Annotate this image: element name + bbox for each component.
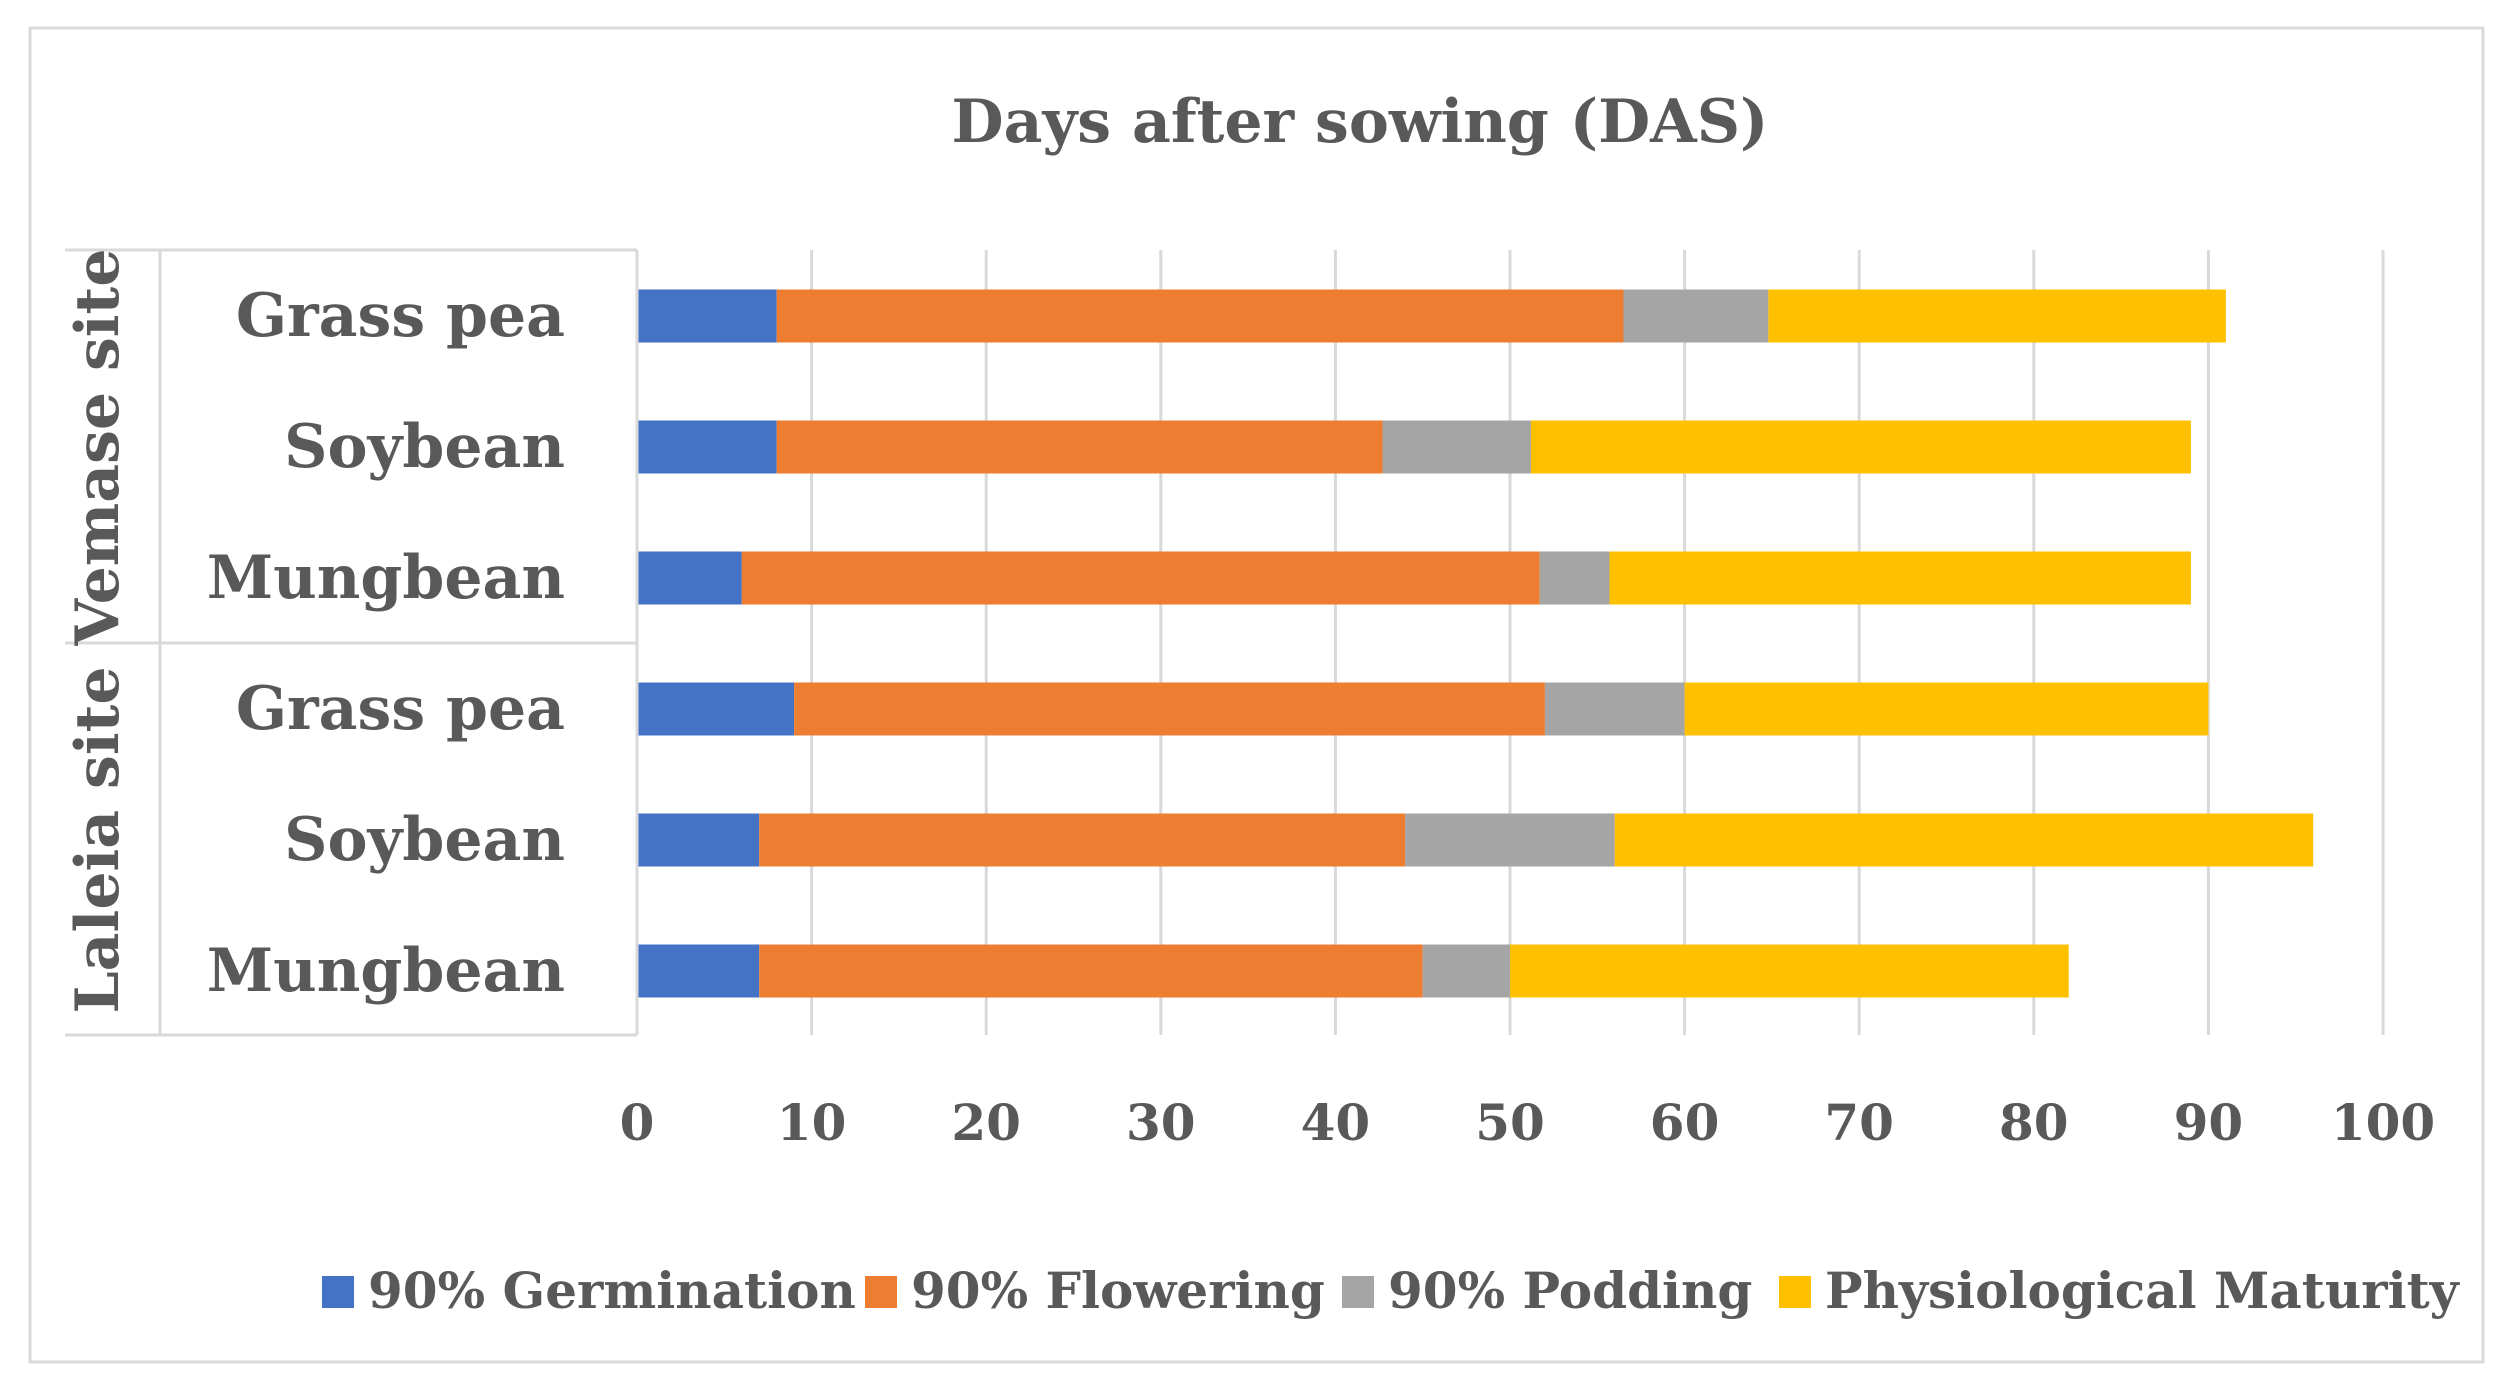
bar-90-flowering-row-1	[776, 289, 1624, 343]
axis: 0 10 20 30 40 50 60 70 80 90 100 Grass pea Soybean Mu…	[63, 248, 2435, 1152]
bar-90-germination-row-6	[637, 944, 760, 998]
bar-physiological-maturity-row-6	[1510, 944, 2069, 998]
x-tick-label-20: 20	[951, 1093, 1021, 1152]
group-label-vemase-site: Vemase site	[63, 249, 133, 647]
category-label-soybean-2: Soybean	[284, 412, 565, 482]
legend-label-90-germination: 90% Germination	[368, 1261, 856, 1320]
bar-90-germination-row-3	[637, 551, 742, 605]
legend-label-physiological-maturity: Physiological Maturity	[1825, 1261, 2461, 1320]
x-tick-label-100: 100	[2331, 1093, 2435, 1152]
x-tick-label-10: 10	[777, 1093, 847, 1152]
bar-90-podding-row-3	[1539, 551, 1610, 605]
x-tick-label-30: 30	[1126, 1093, 1196, 1152]
bar-physiological-maturity-row-1	[1768, 289, 2226, 343]
bar-physiological-maturity-row-3	[1609, 551, 2191, 605]
bar-90-podding-row-2	[1382, 420, 1531, 474]
bar-90-flowering-row-5	[759, 813, 1406, 867]
legend-swatch-90-podding	[1342, 1276, 1374, 1308]
bar-physiological-maturity-row-5	[1614, 813, 2314, 867]
bar-90-flowering-row-4	[794, 682, 1545, 736]
category-label-grass-pea-4: Grass pea	[236, 674, 565, 744]
group-label-laleia-site: Laleia site	[63, 666, 133, 1013]
bars	[637, 289, 2314, 998]
x-tick-label-50: 50	[1475, 1093, 1545, 1152]
x-tick-label-80: 80	[1999, 1093, 2069, 1152]
category-label-soybean-5: Soybean	[284, 805, 565, 875]
x-tick-label-60: 60	[1650, 1093, 1720, 1152]
bar-physiological-maturity-row-2	[1530, 420, 2191, 474]
category-label-grass-pea-1: Grass pea	[236, 281, 565, 351]
category-label-mungbean-6: Mungbean	[207, 936, 565, 1006]
legend-label-90-flowering: 90% Flowering	[911, 1261, 1325, 1320]
x-tick-label-70: 70	[1824, 1093, 1894, 1152]
category-label-mungbean-3: Mungbean	[207, 543, 565, 613]
bar-90-germination-row-5	[637, 813, 760, 867]
bar-90-podding-row-5	[1405, 813, 1615, 867]
x-tick-label-0: 0	[620, 1093, 655, 1152]
bar-physiological-maturity-row-4	[1684, 682, 2209, 736]
legend: 90% Germination 90% Flowering 90% Podding P…	[322, 1261, 2461, 1320]
legend-label-90-podding: 90% Podding	[1388, 1261, 1752, 1320]
bar-90-germination-row-1	[637, 289, 777, 343]
x-tick-label-40: 40	[1301, 1093, 1371, 1152]
bar-90-podding-row-1	[1623, 289, 1769, 343]
bar-90-germination-row-4	[637, 682, 795, 736]
bar-90-flowering-row-3	[741, 551, 1540, 605]
bar-90-flowering-row-6	[759, 944, 1423, 998]
legend-swatch-90-flowering	[865, 1276, 897, 1308]
legend-swatch-physiological-maturity	[1779, 1276, 1811, 1308]
x-tick-label-90: 90	[2174, 1093, 2244, 1152]
bar-90-germination-row-2	[637, 420, 777, 474]
bar-90-flowering-row-2	[776, 420, 1383, 474]
bar-90-podding-row-6	[1422, 944, 1510, 998]
legend-swatch-90-germination	[322, 1276, 354, 1308]
chart-title: Days after sowing (DAS)	[952, 87, 1769, 157]
bar-90-podding-row-4	[1544, 682, 1685, 736]
